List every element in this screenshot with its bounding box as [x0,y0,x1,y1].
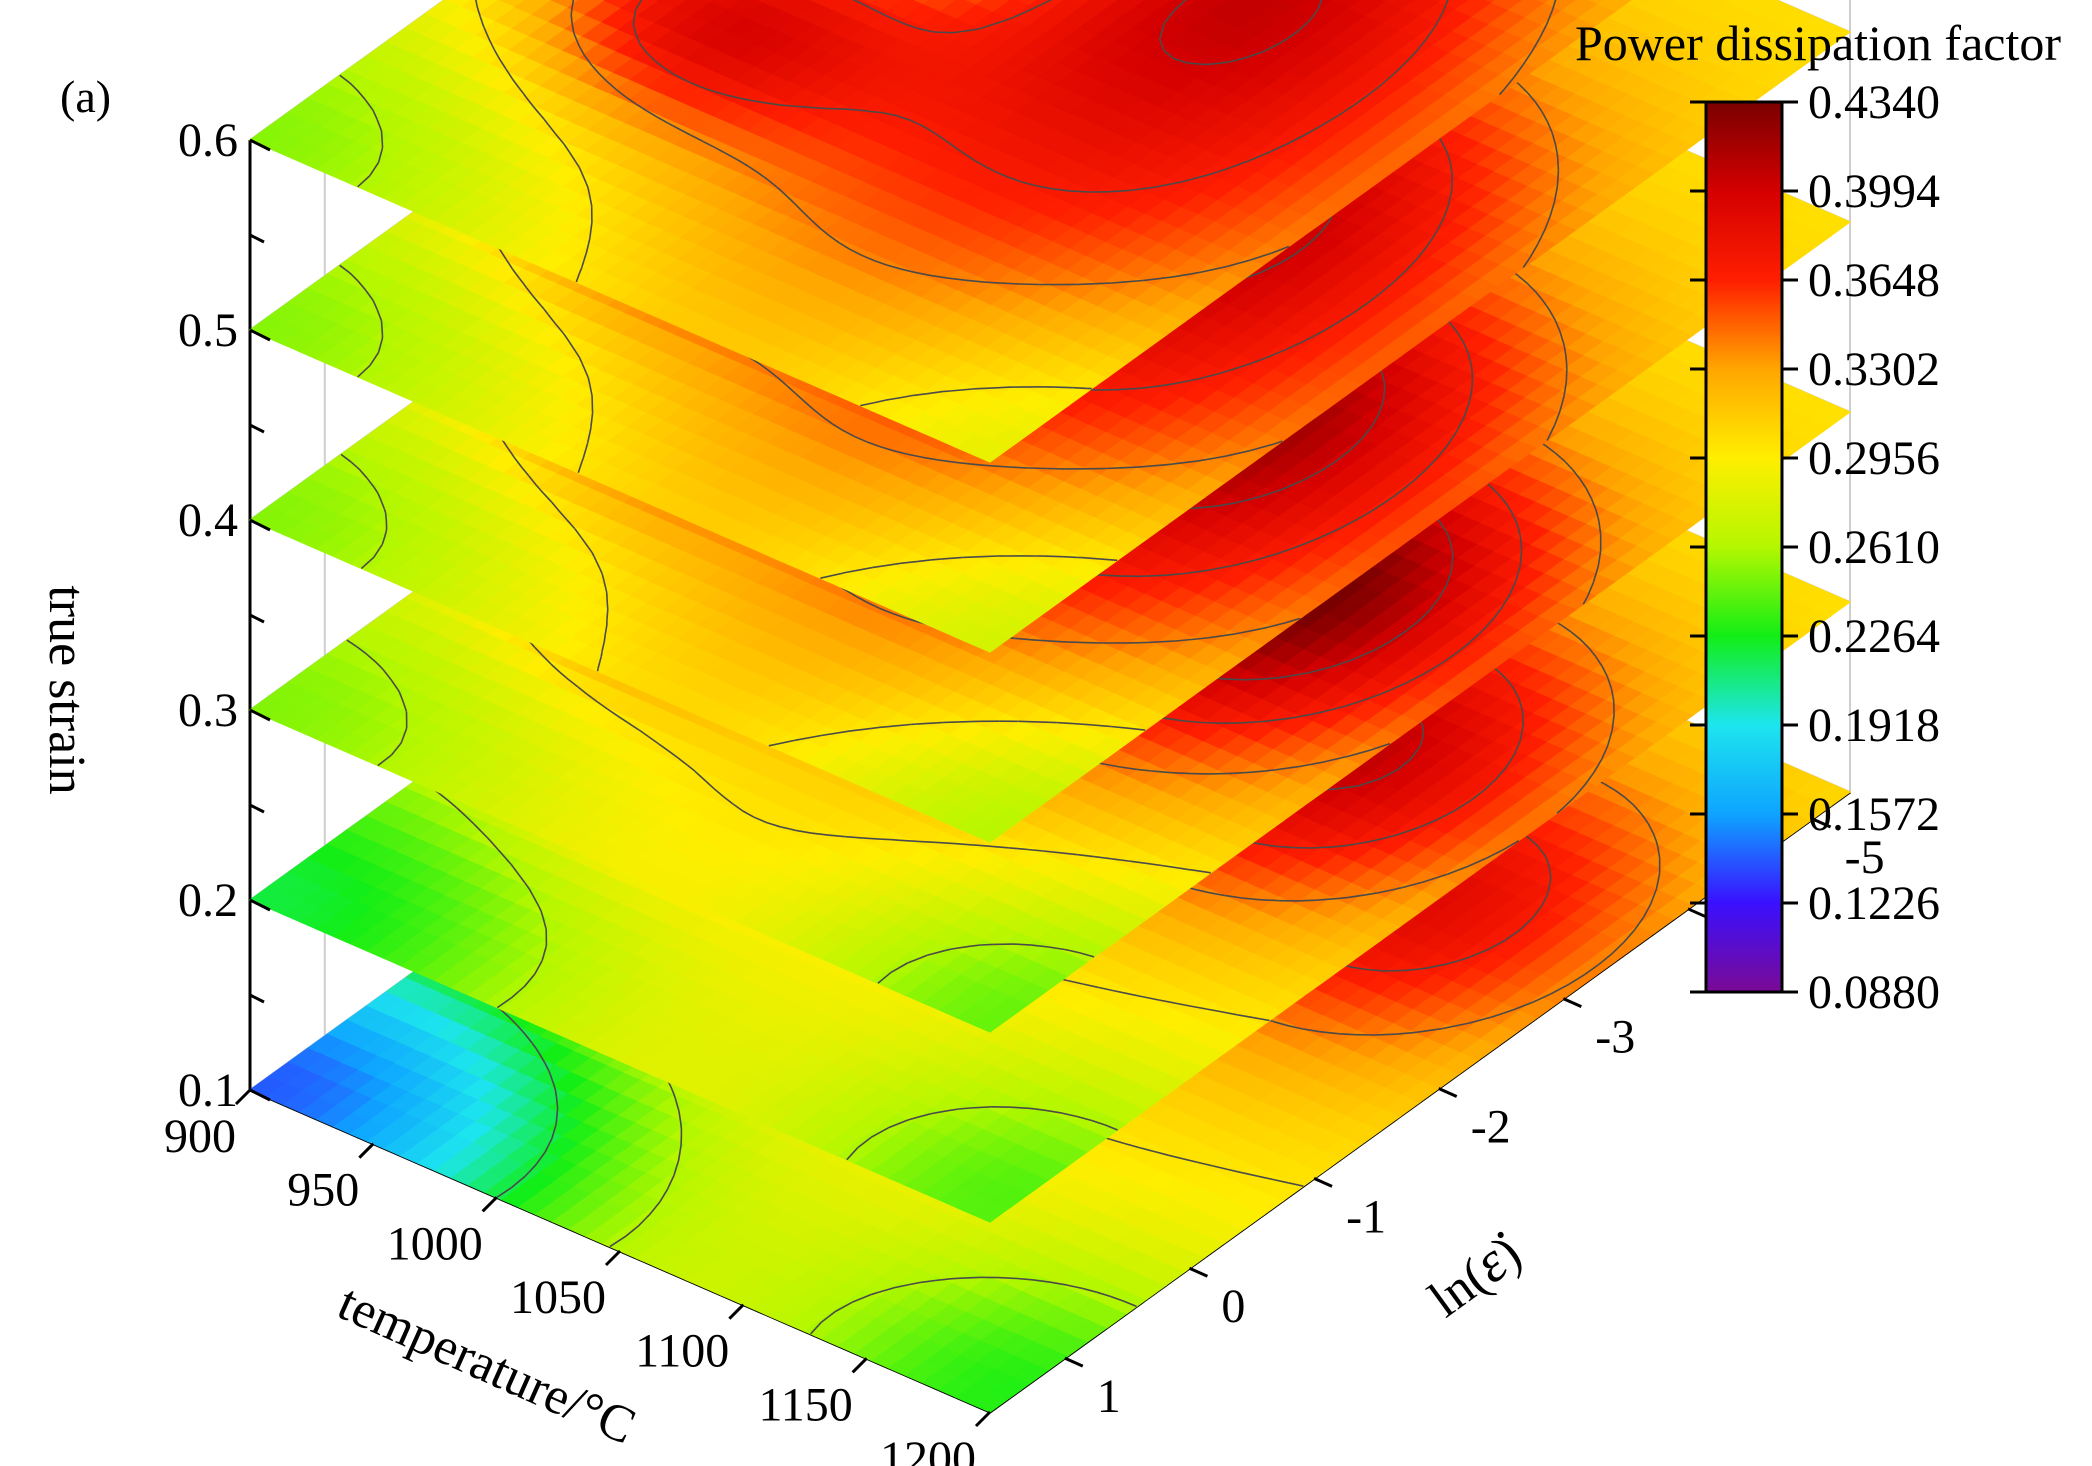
temperature-tick-label: 1100 [635,1325,729,1378]
strain-rate-tick-label: -1 [1346,1190,1386,1243]
z-axis-label: true strain [38,585,95,794]
colorbar-tick-label: 0.3648 [1808,254,1940,307]
tick-marks [234,138,1832,1428]
z-tick-label: 0.6 [178,114,238,167]
colorbar-tick-label: 0.2264 [1808,610,1940,663]
temperature-tick-label: 950 [287,1164,359,1217]
temperature-tick-label: 1050 [510,1271,606,1324]
strain-rate-tick-label: 1 [1097,1370,1121,1423]
temperature-tick-labels: 900 950 1000 1050 1100 1150 1200 [164,1110,976,1466]
panel-label: (a) [60,71,111,122]
colorbar-tick-label: 0.2610 [1808,521,1940,574]
z-tick-label: 0.2 [178,874,238,927]
z-tick-label: 0.1 [178,1064,238,1117]
colorbar-tick-label: 0.4340 [1808,76,1940,129]
colorbar-tick-label: 0.0880 [1808,966,1940,1019]
colorbar-tick-label: 0.3302 [1808,343,1940,396]
colorbar-tick-labels: 0.4340 0.3994 0.3648 0.3302 0.2956 0.2610 0.22… [1690,76,1940,1019]
colorbar-tick-label: 0.1572 [1808,788,1940,841]
colorbar-title: Power dissipation factor [1575,15,2061,71]
colorbar-tick-label: 0.1918 [1808,699,1940,752]
temperature-tick-label: 1150 [758,1378,852,1431]
z-tick-label: 0.4 [178,494,238,547]
slices [248,0,1852,1413]
colorbar-tick-label: 0.2956 [1808,432,1940,485]
slice-0.6 [248,0,1632,463]
temperature-tick-label: 1200 [880,1432,976,1466]
z-tick-label: 0.3 [178,684,238,737]
colorbar-tick-label: 0.1226 [1808,877,1940,930]
temperature-tick-label: 1000 [387,1217,483,1270]
strain-rate-tick-label: -2 [1471,1101,1511,1154]
strain-rate-tick-label: -3 [1595,1011,1635,1064]
strain-rate-tick-label: 0 [1221,1280,1245,1333]
colorbar: Power dissipation factor 0.4340 0.3994 0.3… [1575,15,2061,1019]
strain-rate-axis-label: ln(ε̇) [1415,1219,1532,1329]
colorbar-tick-label: 0.3994 [1808,165,1940,218]
colorbar-gradient [1704,100,1784,994]
z-tick-label: 0.5 [178,304,238,357]
temperature-tick-label: 900 [164,1110,236,1163]
z-tick-labels: 0.1 0.2 0.3 0.4 0.5 0.6 [178,114,238,1117]
strain-rate-tick-label: -5 [1845,831,1885,884]
